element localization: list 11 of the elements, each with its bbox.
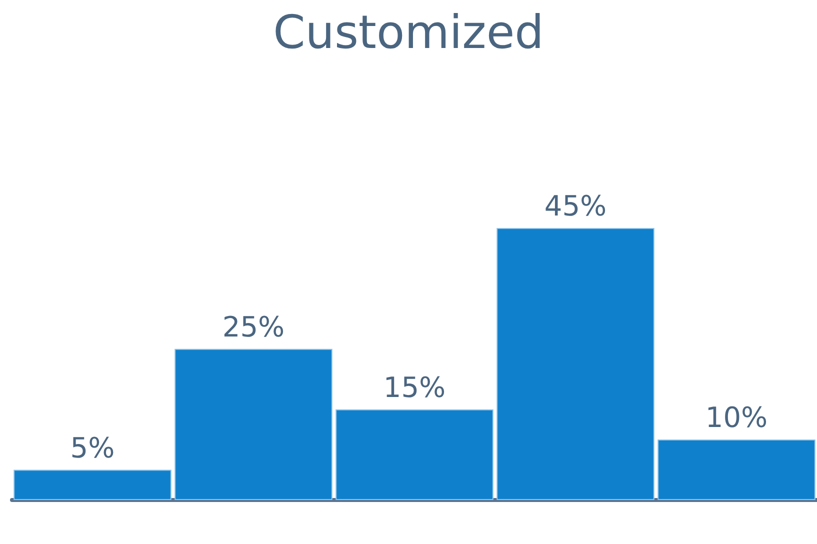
data-label: 15%: [383, 370, 446, 404]
data-label: 45%: [544, 190, 607, 222]
bar: [496, 228, 654, 500]
bar: [174, 348, 332, 500]
data-label: 10%: [705, 401, 768, 434]
bar: [14, 470, 172, 500]
chart-title: Customized: [273, 5, 544, 59]
bar: [336, 409, 494, 500]
data-label: 5%: [70, 431, 115, 464]
data-label: 25%: [222, 310, 285, 344]
bar: [658, 440, 816, 500]
